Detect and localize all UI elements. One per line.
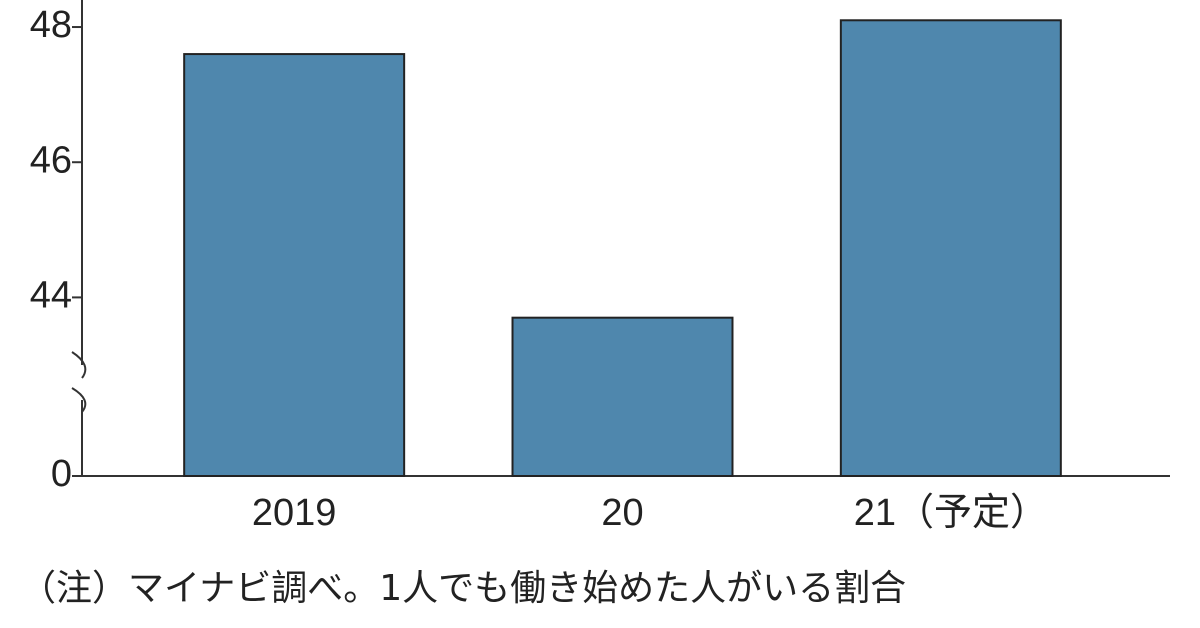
x-tick-label: 2019 <box>252 492 337 534</box>
y-tick-label: 48 <box>30 4 72 46</box>
footnote: （注）マイナビ調べ。1人でも働き始めた人がいる割合 <box>20 568 906 609</box>
bar <box>511 316 734 477</box>
x-tick-label: 20 <box>601 492 643 534</box>
axis-break <box>71 351 87 413</box>
y-tick-label: 0 <box>51 453 72 495</box>
bar <box>839 19 1062 478</box>
x-tick-label: 21（予定） <box>854 492 1048 534</box>
y-tick-label: 46 <box>30 139 72 181</box>
y-tick-label: 44 <box>30 274 72 316</box>
bar <box>183 53 406 478</box>
